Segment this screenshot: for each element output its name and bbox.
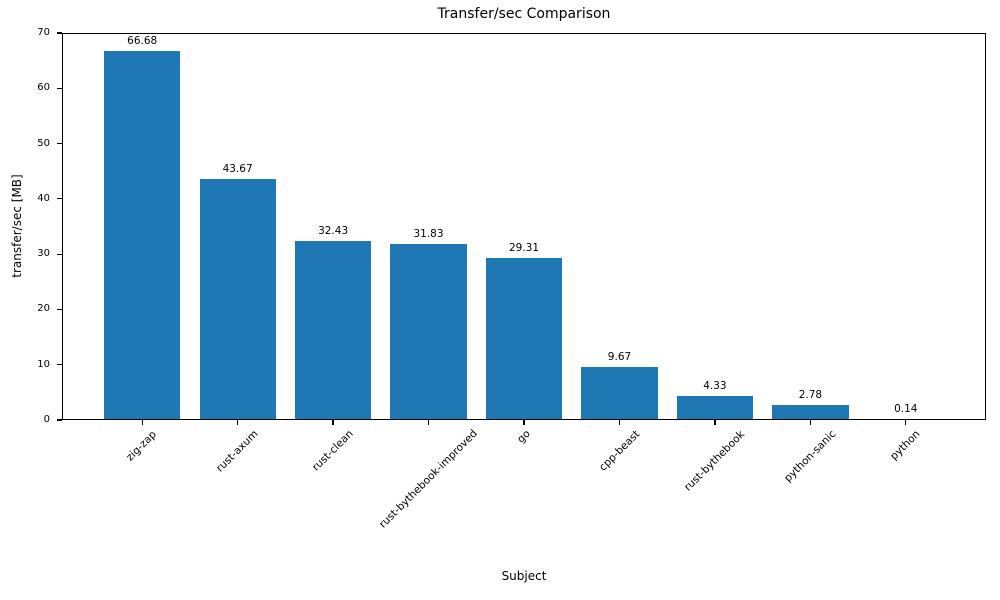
x-tick-label-rust-bythebook: rust-bythebook (682, 427, 748, 494)
x-tick-label-rust-clean: rust-clean (309, 427, 356, 474)
bar-value-label: 2.78 (798, 388, 823, 401)
bar-go (485, 258, 563, 420)
y-tick-label: 50 (37, 137, 50, 149)
x-tick (905, 420, 907, 425)
bar-rust-axum (199, 178, 276, 420)
x-tick-label-rust-axum: rust-axum (214, 427, 261, 475)
x-axis-label: Subject (501, 569, 547, 583)
x-tick (237, 420, 239, 425)
y-tick (57, 32, 62, 34)
x-tick-label-cpp-beast: cpp-beast (596, 427, 642, 474)
y-tick (57, 198, 62, 200)
y-tick-label: 10 (37, 358, 50, 370)
y-tick-label: 30 (37, 248, 50, 260)
y-tick-label: 60 (37, 82, 50, 94)
x-tick (141, 420, 143, 425)
x-tick (427, 420, 430, 425)
y-tick-label: 40 (37, 192, 50, 204)
bar-zig-zap (104, 51, 181, 420)
bar-value-label: 9.67 (607, 350, 632, 363)
bar-value-label: 43.67 (222, 162, 253, 175)
bar-value-label: 66.68 (127, 35, 158, 48)
x-tick (809, 420, 811, 425)
bar-rust-bythebook-improved (390, 244, 467, 420)
x-tick (523, 420, 525, 425)
x-tick-label-go: go (514, 428, 533, 446)
x-tick-label-python: python (888, 428, 923, 463)
bar-value-label: 31.83 (413, 228, 444, 240)
bar-value-label: 0.14 (894, 403, 918, 415)
y-tick (57, 308, 62, 311)
x-tick-label-rust-bythebook-improved: rust-bythebook-improved (376, 427, 480, 531)
bar-rust-bythebook (676, 396, 754, 420)
y-tick (57, 419, 62, 421)
x-tick-label-zig-zap: zig-zap (124, 427, 160, 463)
y-tick (57, 364, 62, 366)
y-tick (57, 87, 62, 89)
y-tick-label: 20 (37, 303, 50, 315)
bar-cpp-beast (581, 366, 658, 420)
bar-value-label: 29.31 (508, 242, 540, 254)
y-tick (57, 253, 62, 255)
y-axis-label: transfer/sec [MB] (10, 174, 24, 278)
bar-python-sanic (772, 404, 849, 420)
y-tick-label: 0 (43, 414, 50, 425)
chart-title: Transfer/sec Comparison (437, 6, 611, 22)
bar-value-label: 32.43 (318, 224, 349, 237)
bar-rust-clean (294, 240, 372, 420)
x-tick-label-python-sanic: python-sanic (781, 427, 839, 485)
x-tick (618, 420, 621, 425)
x-tick (714, 420, 716, 425)
bar-value-label: 4.33 (703, 380, 727, 393)
x-tick (332, 420, 334, 425)
y-tick (57, 142, 62, 145)
y-tick-label: 70 (37, 27, 50, 38)
